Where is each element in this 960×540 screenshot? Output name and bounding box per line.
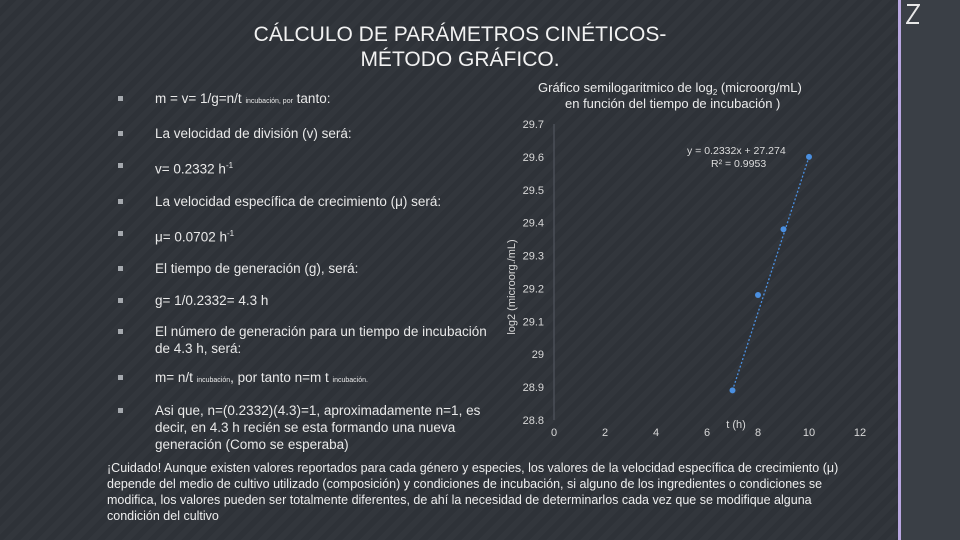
x-tick-label: 2 [602,427,608,439]
x-tick-label: 8 [755,427,761,439]
bullet-marker [118,96,123,101]
accent-bar [898,0,901,540]
bullet-8: El número de generación para un tiempo d… [118,323,498,357]
bullet-marker [118,198,123,204]
bullet-9: m= n/t incubación, por tanto n=m t incub… [118,369,498,389]
chart-title-line-2: en función del tiempo de incubación ) [565,96,780,111]
bullet-marker [118,266,123,271]
bullet-marker [118,298,123,303]
trend-r2: R² = 0.9953 [711,158,766,170]
y-tick-label: 29.3 [523,251,544,263]
y-tick-label: 29 [532,349,544,361]
y-axis-ticks: 28.8 28.9 29 29.1 29.2 29.3 29.4 29.5 29.6 29.7 [523,119,544,427]
y-tick-label: 29.4 [523,218,544,230]
bullet-3: v= 0.2332 h-1 [118,157,498,178]
data-point [755,292,761,299]
data-point [806,153,812,160]
x-tick-label: 6 [704,427,710,439]
x-tick-label: 12 [854,427,866,439]
bullet-marker [118,408,123,413]
right-decor-band [898,0,960,540]
y-tick-label: 29.7 [523,119,544,131]
y-tick-label: 29.5 [523,185,544,197]
x-tick-label: 4 [653,427,659,439]
bullet-1: m = v= 1/g=n/t incubación, por tanto: [118,90,498,110]
trendline [731,156,810,391]
bullet-marker [118,163,123,168]
bullet-list: m = v= 1/g=n/t incubación, por tanto: La… [118,90,498,453]
bullet-marker [118,230,123,236]
chart-background [500,72,880,462]
slide-title: CÁLCULO DE PARÁMETROS CINÉTICOS- MÉTODO … [150,22,770,72]
x-axis-label: t (h) [726,419,746,431]
y-tick-label: 29.6 [523,152,544,164]
y-tick-label: 29.1 [523,316,544,328]
y-tick-label: 29.2 [523,283,544,295]
chart-title-line-1: Gráfico semilogaritmico de log2 (microor… [538,80,802,97]
data-point [780,226,787,233]
bullet-7: g= 1/0.2332= 4.3 h [118,292,498,309]
bullet-marker [118,329,123,334]
title-line-1: CÁLCULO DE PARÁMETROS CINÉTICOS- [253,23,667,46]
bullet-10: Asi que, n=(0.2332)(4.3)=1, aproximadame… [118,402,498,453]
y-axis-label: log2 (microorg./mL) [506,239,518,334]
semilog-chart: Gráfico semilogaritmico de log2 (microor… [500,72,880,462]
y-tick-label: 28.8 [523,415,544,427]
title-line-2: MÉTODO GRÁFICO. [360,48,560,71]
bullet-5: μ= 0.0702 h-1 [118,225,498,246]
warning-note: ¡Cuidado! Aunque existen valores reporta… [107,461,839,523]
bullet-marker [118,131,123,136]
data-point [729,387,736,394]
x-tick-label: 10 [803,427,815,439]
bullet-6: El tiempo de generación (g), será: [118,260,498,277]
x-axis-ticks: 0 2 4 6 8 10 12 [551,427,866,439]
trendline-group [731,156,810,391]
bullet-2: La velocidad de división (v) será: [118,125,498,142]
z-logo-icon [906,4,920,24]
bullet-4: La velocidad específica de crecimiento (… [118,193,498,210]
x-tick-label: 0 [551,427,557,439]
data-points [729,153,812,394]
y-tick-label: 28.9 [523,382,544,394]
trend-equation: y = 0.2332x + 27.274 [687,145,786,157]
bullet-marker [118,375,123,380]
